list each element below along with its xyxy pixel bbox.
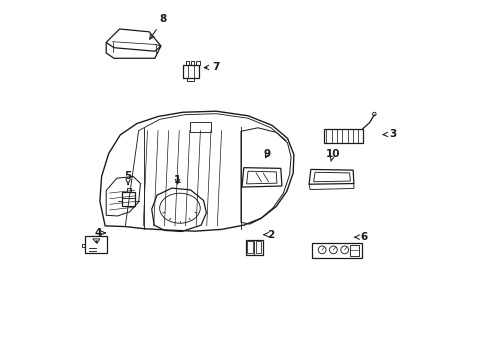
- Bar: [245, 240, 263, 255]
- Text: 8: 8: [149, 14, 166, 39]
- Text: 3: 3: [382, 129, 395, 139]
- Text: 4: 4: [94, 228, 105, 238]
- Bar: [255, 242, 261, 253]
- Text: 2: 2: [264, 230, 274, 240]
- Bar: [247, 242, 252, 253]
- Text: 9: 9: [264, 149, 270, 158]
- Bar: [323, 129, 362, 143]
- Text: 1: 1: [174, 175, 181, 185]
- Bar: [312, 243, 362, 258]
- Text: 7: 7: [204, 62, 220, 72]
- Bar: [349, 244, 358, 256]
- Bar: [183, 65, 198, 78]
- Bar: [85, 236, 107, 253]
- Bar: [122, 192, 135, 207]
- Text: 6: 6: [354, 232, 366, 242]
- Bar: [189, 122, 210, 132]
- Text: 10: 10: [325, 149, 339, 161]
- Bar: [126, 188, 131, 192]
- Text: 5: 5: [124, 171, 131, 184]
